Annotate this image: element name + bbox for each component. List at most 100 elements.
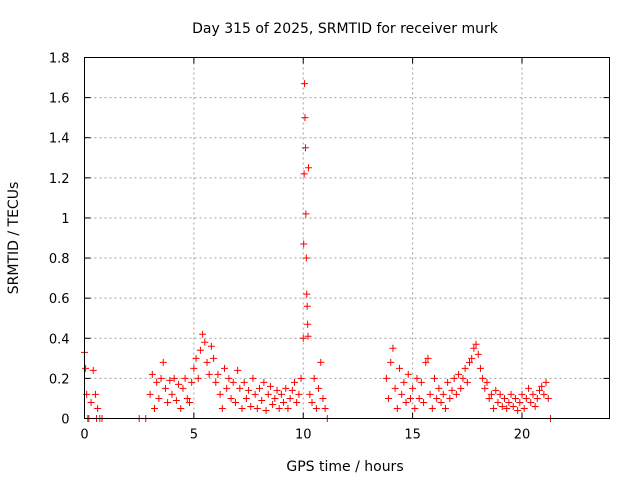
data-point (461, 364, 469, 372)
data-point (229, 378, 237, 386)
data-point (413, 374, 421, 382)
y-tick-label: 1.6 (49, 92, 70, 107)
data-point (474, 350, 482, 358)
data-point (258, 396, 266, 404)
data-point (168, 390, 176, 398)
data-point (245, 386, 253, 394)
data-point (439, 390, 447, 398)
data-point (186, 398, 193, 406)
data-point (203, 358, 211, 366)
data-point (291, 378, 298, 386)
data-point (472, 340, 480, 348)
data-point (525, 384, 533, 392)
data-point (540, 390, 548, 398)
data-point (212, 378, 220, 386)
data-points (81, 80, 554, 422)
data-point (148, 370, 156, 378)
data-point (496, 390, 504, 398)
data-point (389, 344, 397, 352)
data-point (490, 404, 498, 412)
data-point (299, 334, 307, 342)
data-point (409, 384, 417, 392)
data-point (207, 342, 215, 350)
data-point (531, 402, 539, 410)
data-point (503, 404, 511, 412)
data-point (166, 376, 174, 384)
data-point (277, 390, 285, 398)
data-point (264, 390, 272, 398)
data-point (231, 398, 239, 406)
data-point (159, 358, 167, 366)
data-point (155, 394, 163, 402)
axis-ticks: 0 0.2 0.4 0.6 0.8 1 1.2 1.4 1.6 1.8 0 5 10 15 20 (49, 52, 610, 443)
y-tick-label: 1 (61, 212, 69, 227)
x-tick-label: 0 (80, 428, 88, 443)
data-point (315, 384, 323, 392)
data-point (216, 390, 224, 398)
data-point (468, 354, 476, 362)
data-point (498, 402, 506, 410)
data-point (236, 384, 244, 392)
data-point (234, 366, 242, 374)
data-point (404, 370, 412, 378)
chart-title: Day 315 of 2025, SRMTID for receiver mur… (192, 21, 499, 37)
y-tick-label: 0.6 (49, 292, 70, 307)
data-point (518, 390, 526, 398)
data-point (402, 398, 410, 406)
y-tick-label: 1.2 (49, 172, 70, 187)
data-point (161, 384, 169, 392)
data-point (223, 384, 231, 392)
data-point (321, 404, 329, 412)
data-point (151, 404, 158, 412)
data-point (501, 394, 508, 402)
data-point (199, 330, 207, 338)
data-point (301, 114, 309, 122)
data-point (91, 390, 99, 398)
data-point (466, 358, 473, 366)
data-point (319, 394, 327, 402)
data-point (196, 346, 204, 354)
data-point (192, 354, 200, 362)
data-point (463, 378, 471, 386)
data-point (457, 384, 465, 392)
data-point (431, 374, 438, 382)
data-point (433, 394, 441, 402)
data-point (485, 394, 493, 402)
data-point (214, 370, 222, 378)
data-point (303, 290, 311, 298)
data-point (253, 404, 261, 412)
data-point (308, 398, 316, 406)
data-point (527, 398, 535, 406)
data-point (221, 364, 228, 372)
y-tick-label: 1.8 (49, 52, 70, 67)
data-point (190, 364, 198, 372)
x-tick-label: 5 (190, 428, 198, 443)
data-point (288, 386, 296, 394)
data-point (304, 320, 312, 328)
data-point (450, 374, 458, 382)
data-point (538, 382, 546, 390)
plot-frame (84, 57, 610, 419)
y-tick-label: 0.4 (49, 332, 70, 347)
data-point (210, 354, 218, 362)
data-point (242, 394, 250, 402)
data-point (293, 398, 301, 406)
x-axis-label: GPS time / hours (286, 459, 403, 475)
data-point (426, 390, 434, 398)
data-point (492, 386, 500, 394)
data-point (301, 144, 309, 152)
data-point (218, 404, 226, 412)
data-point (400, 378, 408, 386)
data-point (262, 406, 270, 414)
data-point (470, 344, 478, 352)
data-point (205, 370, 213, 378)
data-point (153, 378, 161, 386)
data-point (396, 364, 403, 372)
data-point (441, 404, 449, 412)
data-point (273, 386, 281, 394)
data-point (266, 382, 274, 390)
data-point (420, 398, 428, 406)
data-point (240, 378, 248, 386)
data-point (305, 164, 312, 172)
data-point (271, 394, 279, 402)
